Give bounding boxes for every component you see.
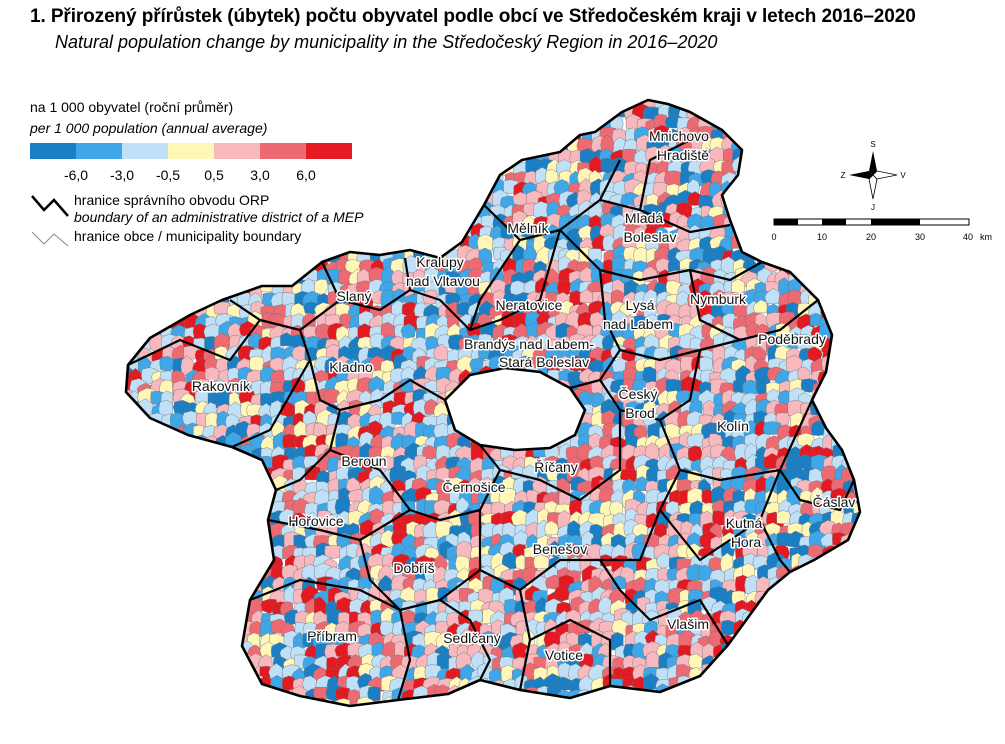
legend-tick-2: -0,5	[155, 167, 181, 183]
legend-swatch-6	[306, 143, 352, 159]
scale-label-30: 30	[915, 232, 925, 242]
label-melnik: Mělník	[507, 220, 549, 236]
scale-unit: km	[980, 232, 992, 242]
legend-swatch-5	[260, 143, 306, 159]
legend-swatch-2	[122, 143, 168, 159]
label-kolin: Kolín	[717, 418, 749, 434]
label-lysa-nad-labem: Lysá nad Labem	[603, 297, 673, 332]
compass-rose: S J V Z	[841, 140, 907, 212]
legend-tick-5: 6,0	[296, 167, 316, 183]
label-kralupy-nad-vltavou: Kralupy nad Vltavou	[406, 254, 480, 289]
orp-boundary-label-en: boundary of an administrative district o…	[74, 209, 364, 225]
legend-subtitle: per 1 000 population (annual average)	[30, 120, 268, 136]
legend-title: na 1 000 obyvatel (roční průměr)	[30, 99, 234, 115]
orp-boundary-symbol	[31, 195, 69, 217]
prague-enclave	[443, 366, 587, 452]
scale-label-0: 0	[771, 232, 776, 242]
compass-west-label: Z	[841, 171, 846, 180]
label-rakovnik: Rakovník	[192, 378, 251, 394]
legend-colorbar	[30, 143, 352, 159]
orp-boundary-label-cs: hranice správního obvodu ORP	[74, 192, 270, 208]
label-cesky-brod: Český Brod	[619, 386, 658, 421]
compass-north-arrow	[869, 151, 877, 175]
label-horovice: Hořovice	[288, 513, 343, 529]
scale-bar: 0 10 20 30 40 km	[771, 218, 992, 242]
compass-east-label: V	[900, 171, 906, 180]
legend-tick-0: -6,0	[63, 167, 89, 183]
compass-south-label: J	[871, 203, 875, 212]
orp-boundaries	[127, 139, 855, 701]
label-caslav: Čáslav	[813, 494, 856, 510]
label-vlasim: Vlašim	[667, 616, 709, 632]
municipality-boundary-symbol	[31, 231, 69, 247]
map-subtitle: Natural population change by municipalit…	[55, 32, 718, 52]
compass-north-label: S	[870, 140, 875, 149]
label-podebrady: Poděbrady	[758, 331, 826, 347]
legend-swatch-3	[168, 143, 214, 159]
label-kutna-hora: Kutná Hora	[726, 515, 763, 550]
legend-tick-3: 0,5	[204, 167, 224, 183]
label-slany: Slaný	[336, 288, 371, 304]
label-neratovice: Neratovice	[496, 297, 563, 313]
scale-label-10: 10	[817, 232, 827, 242]
legend-swatch-0	[30, 143, 76, 159]
label-kladno: Kladno	[329, 359, 373, 375]
label-mlada-boleslav: Mladá Boleslav	[624, 210, 677, 245]
label-sedlcany: Sedlčany	[443, 630, 501, 646]
municipality-boundary-label: hranice obce / municipality boundary	[74, 228, 302, 244]
label-cernosice: Černošice	[442, 479, 505, 495]
scale-label-20: 20	[866, 232, 876, 242]
label-benesov: Benešov	[533, 541, 587, 557]
label-ricany: Říčany	[534, 459, 578, 475]
label-votice: Votice	[545, 647, 583, 663]
scale-label-40: 40	[963, 232, 973, 242]
label-beroun: Beroun	[341, 453, 386, 469]
label-pribram: Příbram	[307, 628, 357, 644]
legend-tick-1: -3,0	[109, 167, 135, 183]
legend-swatch-1	[76, 143, 122, 159]
label-nymburk: Nymburk	[690, 291, 747, 307]
label-brandys-stara-boleslav: Brandýs nad Labem-Stará Boleslav	[464, 336, 594, 370]
label-dobris: Dobříš	[393, 560, 434, 576]
map-title: 1. Přirozený přírůstek (úbytek) počtu ob…	[30, 6, 916, 27]
district-labels: Mnichovo Hradiště Mělník Mladá Boleslav Kr…	[190, 127, 857, 665]
region-outer-boundary	[124, 98, 862, 708]
label-mnichovo-hradiste: Mnichovo Hradiště	[649, 128, 709, 163]
legend-tick-4: 3,0	[250, 167, 270, 183]
legend-swatch-4	[214, 143, 260, 159]
